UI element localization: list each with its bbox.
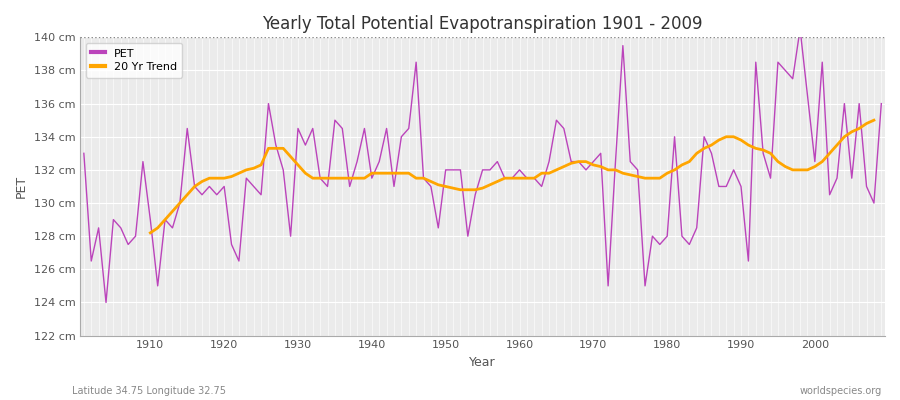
20 Yr Trend [529, 176, 540, 180]
20 Yr Trend [337, 176, 347, 180]
X-axis label: Year: Year [469, 356, 496, 369]
Title: Yearly Total Potential Evapotranspiration 1901 - 2009: Yearly Total Potential Evapotranspiratio… [262, 15, 703, 33]
PET [610, 159, 621, 164]
PET [795, 27, 806, 32]
PET [308, 126, 319, 131]
Text: Latitude 34.75 Longitude 32.75: Latitude 34.75 Longitude 32.75 [72, 386, 226, 396]
20 Yr Trend [714, 138, 724, 142]
PET [521, 176, 532, 180]
Line: 20 Yr Trend: 20 Yr Trend [150, 120, 874, 233]
20 Yr Trend [507, 176, 517, 180]
Y-axis label: PET: PET [15, 175, 28, 198]
PET [101, 300, 112, 305]
PET [876, 101, 886, 106]
20 Yr Trend [868, 118, 879, 122]
Line: PET: PET [84, 29, 881, 302]
PET [514, 168, 525, 172]
20 Yr Trend [145, 230, 156, 235]
20 Yr Trend [315, 176, 326, 180]
Legend: PET, 20 Yr Trend: PET, 20 Yr Trend [86, 43, 182, 78]
20 Yr Trend [366, 171, 377, 176]
PET [352, 159, 363, 164]
PET [78, 151, 89, 156]
Text: worldspecies.org: worldspecies.org [800, 386, 882, 396]
PET [145, 217, 156, 222]
